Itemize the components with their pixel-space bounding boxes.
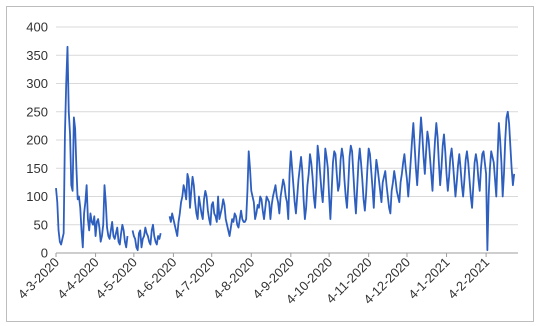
x-tick-label: 4-6-2020 (132, 255, 179, 302)
x-tick-label: 4-2-2021 (445, 255, 492, 302)
gridlines (56, 26, 518, 226)
x-tick-label: 4-1-2021 (405, 255, 452, 302)
series-line-segment (131, 223, 162, 252)
y-tick-label: 0 (41, 246, 48, 261)
x-tick-label: 4-8-2020 (210, 255, 257, 302)
series-line-segment (168, 110, 516, 252)
x-axis (55, 252, 518, 257)
y-tick-label: 400 (26, 20, 48, 35)
x-tick-label: 4-5-2020 (93, 255, 140, 302)
series-layer (55, 45, 516, 252)
y-tick-label: 200 (26, 133, 48, 148)
x-tick-label: 4-3-2020 (15, 255, 62, 302)
y-tick-label: 150 (26, 161, 48, 176)
series-line-segment (55, 45, 129, 249)
y-axis-tick-labels: 0 50 100 150 200 250 300 350 400 (26, 20, 48, 261)
y-tick-label: 50 (34, 217, 48, 232)
y-tick-label: 300 (26, 76, 48, 91)
x-tick-label: 4-4-2020 (54, 255, 101, 302)
y-tick-label: 100 (26, 189, 48, 204)
x-axis-tick-labels: 4-3-20204-4-20204-5-20204-6-20204-7-2020… (15, 255, 493, 308)
y-tick-label: 350 (26, 48, 48, 63)
x-tick-label: 4-7-2020 (170, 255, 217, 302)
y-tick-label: 250 (26, 104, 48, 119)
